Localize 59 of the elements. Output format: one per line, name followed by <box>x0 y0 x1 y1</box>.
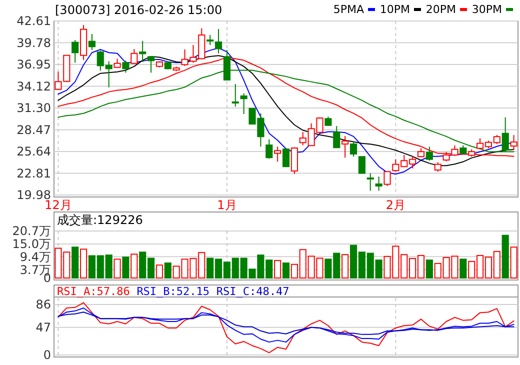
candlestick <box>366 172 374 192</box>
y-tick-label: 0 <box>43 348 51 362</box>
chart-title: 成交量:129226 <box>57 213 143 227</box>
y-tick-label: 15.0万 <box>12 237 51 252</box>
series-label: RSI_A:57.86 <box>57 285 130 298</box>
y-tick-label: 86 <box>36 298 51 312</box>
bar <box>460 258 467 278</box>
line-series <box>58 312 514 335</box>
y-tick-label: 20.7万 <box>12 224 51 238</box>
line-series <box>58 307 514 343</box>
bar <box>122 256 130 278</box>
candlestick <box>72 39 79 64</box>
y-tick-label: 22.81 <box>16 166 51 180</box>
y-tick-label: 34.12 <box>16 79 51 94</box>
y-tick-label: 39.78 <box>16 36 51 50</box>
candlestick <box>350 141 358 158</box>
line-series <box>58 302 514 354</box>
candlestick <box>266 138 273 160</box>
bar <box>72 246 79 278</box>
bar <box>426 260 433 278</box>
y-tick-label: 25.64 <box>16 144 51 159</box>
candlestick <box>214 28 222 54</box>
candlestick <box>342 136 349 158</box>
x-tick-label: 1月 <box>217 198 237 212</box>
y-tick-label: 31.30 <box>16 101 51 116</box>
candlestick <box>88 33 96 50</box>
chart-title: [300073] 2016-02-26 15:00 <box>55 3 222 17</box>
candlestick <box>122 60 130 74</box>
legend-label: 20PM <box>426 3 456 16</box>
legend-label: 10PM <box>380 3 410 16</box>
y-tick-label: 47 <box>36 320 51 335</box>
candlestick <box>232 83 239 108</box>
bar <box>502 234 509 278</box>
candlestick <box>290 146 298 175</box>
candlestick <box>384 171 391 187</box>
series-label: RSI_B:52.15 <box>136 285 210 298</box>
x-tick-label: 12月 <box>44 198 72 212</box>
candlestick <box>282 148 290 168</box>
candlestick <box>139 40 146 62</box>
bar <box>164 262 172 278</box>
y-tick-label: 28.47 <box>16 122 51 137</box>
candlestick <box>206 34 214 46</box>
candlestick <box>358 156 366 174</box>
candlestick <box>434 162 442 172</box>
candlestick <box>130 48 138 64</box>
x-tick-label: 2月 <box>386 198 406 212</box>
candlestick <box>426 146 433 162</box>
candlestick <box>333 126 340 148</box>
candlestick <box>274 146 282 162</box>
candlestick <box>375 176 382 192</box>
y-tick-label: 9.4万 <box>20 250 51 264</box>
bar <box>282 262 290 278</box>
candlestick <box>147 55 155 74</box>
series-label: RSI_C:48.47 <box>216 285 290 298</box>
legend-label: 30PM <box>472 3 502 16</box>
candlestick <box>240 92 248 114</box>
legend-label: 5PMA <box>333 3 364 16</box>
y-tick-label: 36.95 <box>16 58 51 72</box>
y-tick-label: 42.61 <box>16 14 51 28</box>
